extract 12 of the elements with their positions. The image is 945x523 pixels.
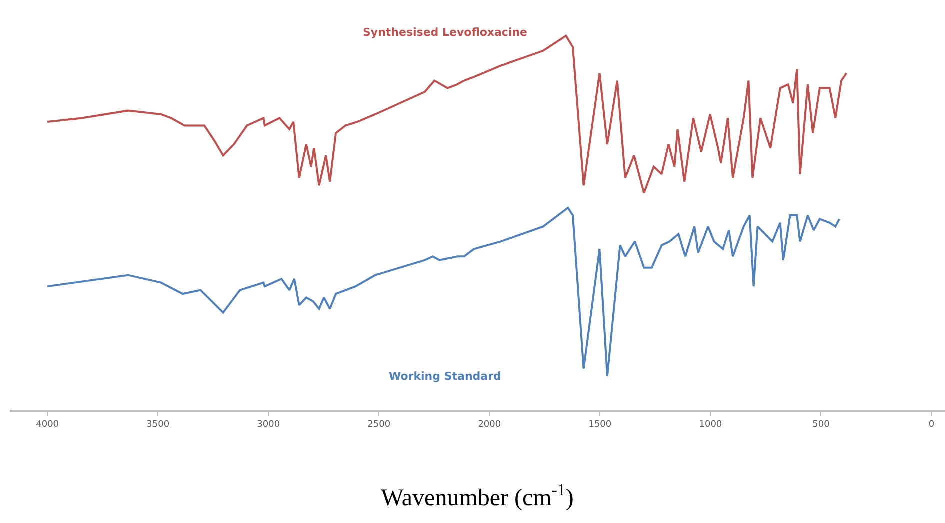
text: Working Standard [389,370,502,383]
x-tick-label: 1500 [588,420,612,430]
x-tick-label: 0 [928,420,935,430]
x-axis-title: Wavenumber (cm$^{-1}$) [381,480,574,512]
x-tick-label: 3000 [257,420,280,430]
x-tick-label: 4000 [36,420,60,430]
x-tick-label: 500 [812,420,830,430]
x-tick-label: 2500 [368,420,391,430]
x-tick-label: 1000 [699,420,722,430]
x-tick-label: 3500 [146,420,170,430]
series-label: Synthesised Levofloxacine [363,26,528,39]
x-tick-label: 2000 [478,420,502,430]
